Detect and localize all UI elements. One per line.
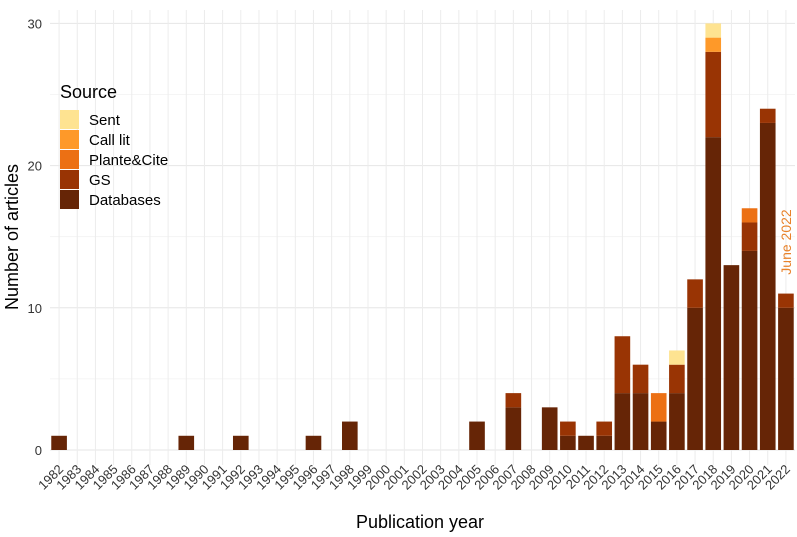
bar-segment xyxy=(705,23,722,38)
bar-segment xyxy=(650,393,667,422)
legend-label: Call lit xyxy=(89,132,131,149)
bar-segment xyxy=(705,51,722,138)
bar-segment xyxy=(541,407,558,450)
bar-segment xyxy=(232,435,249,450)
legend-swatch xyxy=(60,110,79,129)
legend-swatch xyxy=(60,130,79,149)
y-axis-ticks: 0 10 20 30 xyxy=(28,16,42,458)
x-axis-title: Publication year xyxy=(356,512,484,532)
bar-segment xyxy=(342,421,358,450)
bar-segment xyxy=(596,421,613,436)
bar-segment xyxy=(578,435,594,450)
legend-swatch xyxy=(60,190,79,209)
bar-segment xyxy=(178,435,195,450)
y-tick-label: 20 xyxy=(28,159,42,174)
legend-title: Source xyxy=(60,82,117,102)
y-axis-title: Number of articles xyxy=(2,164,22,310)
bar-segment xyxy=(614,393,631,450)
bar-segment xyxy=(759,108,776,123)
legend-label: Databases xyxy=(89,192,161,209)
legend-swatch xyxy=(60,150,79,169)
bar-segment xyxy=(632,393,649,450)
bar-segment xyxy=(669,350,685,365)
y-tick-label: 30 xyxy=(28,16,42,31)
bar-segment xyxy=(723,265,740,450)
legend-label: Sent xyxy=(89,112,121,129)
legend-label: Plante&Cite xyxy=(89,152,168,169)
bars xyxy=(51,23,794,450)
bar-segment xyxy=(687,279,703,308)
x-axis-ticks: 1982198319841985198619871988198919901991… xyxy=(35,462,793,493)
bar-segment xyxy=(778,293,794,308)
bar-segment xyxy=(560,421,576,436)
legend-swatch xyxy=(60,170,79,189)
legend-label: GS xyxy=(89,172,111,189)
bar-segment xyxy=(469,421,485,450)
bar-segment xyxy=(741,208,758,223)
bar-segment xyxy=(505,393,522,408)
bar-segment xyxy=(741,250,758,450)
bar-segment xyxy=(305,435,322,450)
bar-segment xyxy=(614,336,631,394)
y-tick-label: 0 xyxy=(35,443,42,458)
bar-segment xyxy=(759,122,776,450)
bar-segment xyxy=(650,421,667,450)
bar-segment xyxy=(669,364,685,394)
bar-segment xyxy=(560,435,576,450)
bar-segment xyxy=(705,137,722,450)
bar-segment xyxy=(741,222,758,251)
june-2022-annotation: June 2022 xyxy=(778,209,794,275)
bar-segment xyxy=(596,435,613,450)
bar-segment xyxy=(669,393,685,450)
bar-segment xyxy=(632,364,649,394)
y-tick-label: 10 xyxy=(28,301,42,316)
bar-segment xyxy=(687,307,703,450)
bar-segment xyxy=(51,435,67,450)
bar-segment xyxy=(705,37,722,52)
legend: Source Sent Call lit Plante&Cite GS Database… xyxy=(60,82,168,209)
bar-segment xyxy=(778,307,794,450)
bar-segment xyxy=(505,407,522,450)
